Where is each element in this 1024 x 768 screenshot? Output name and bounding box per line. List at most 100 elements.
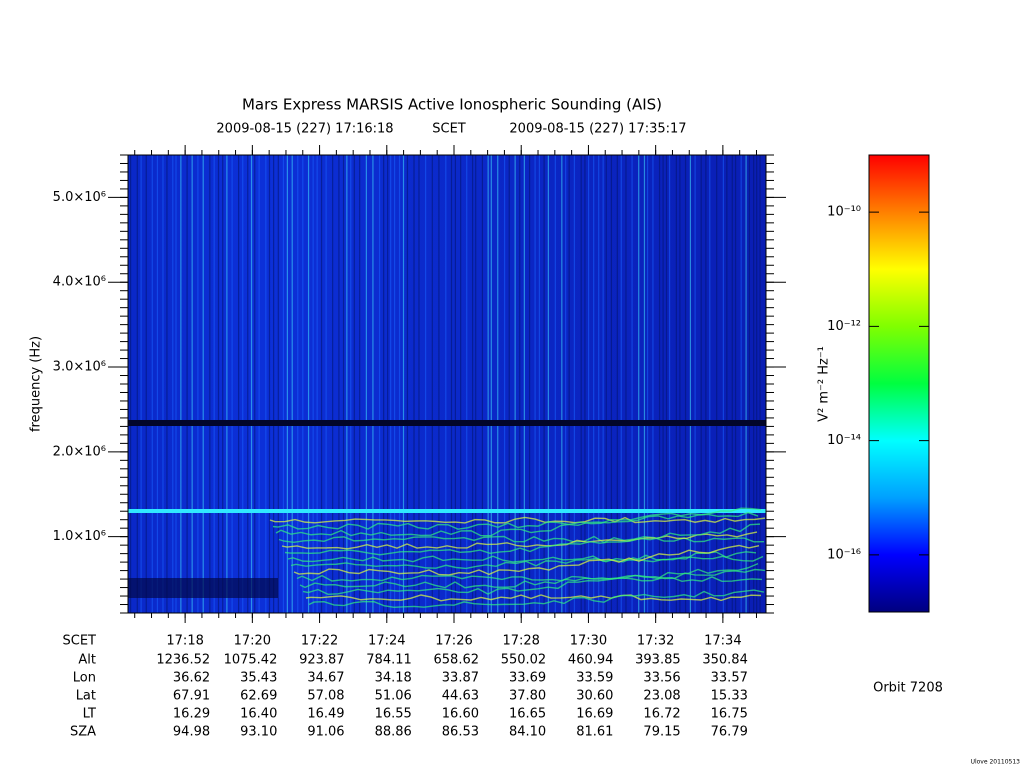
spectrogram-texture bbox=[297, 155, 299, 613]
spectrogram-texture bbox=[191, 155, 193, 613]
spectrogram-texture bbox=[658, 155, 661, 613]
ephemeris-label: SCET bbox=[63, 634, 97, 649]
ephemeris-value: 16.69 bbox=[576, 707, 613, 722]
spectrogram-texture bbox=[722, 155, 724, 613]
spectrogram-texture bbox=[605, 155, 607, 613]
spectrogram-texture bbox=[438, 155, 440, 613]
spectrogram-texture bbox=[561, 155, 563, 613]
spectrogram-texture bbox=[418, 155, 420, 613]
spectrogram-texture bbox=[616, 155, 618, 613]
ephemeris-value: 16.65 bbox=[509, 707, 546, 722]
spectrogram-texture bbox=[272, 511, 759, 530]
spectrogram-texture bbox=[573, 155, 575, 613]
spectrogram-texture bbox=[290, 551, 757, 570]
ephemeris-value: 16.72 bbox=[643, 707, 680, 722]
ephemeris-value: 44.63 bbox=[442, 689, 479, 704]
spectrogram-texture bbox=[602, 155, 604, 613]
spectrogram-texture bbox=[277, 155, 279, 613]
colorbar-tick-label: 10⁻¹⁶ bbox=[827, 547, 861, 562]
spectrogram-texture bbox=[217, 155, 220, 613]
ephemeris-value: 81.61 bbox=[576, 725, 613, 740]
ephemeris-value: 16.75 bbox=[711, 707, 748, 722]
spectrogram-texture bbox=[231, 155, 233, 613]
spectrogram-texture bbox=[387, 155, 389, 613]
spectrogram-texture bbox=[325, 155, 327, 613]
spectrogram-texture bbox=[731, 155, 733, 613]
spectrogram-texture bbox=[625, 155, 627, 613]
spectrogram-texture bbox=[490, 155, 492, 613]
ephemeris-value: 62.69 bbox=[240, 689, 277, 704]
spectrogram-texture bbox=[756, 155, 758, 613]
spectrogram-texture bbox=[222, 155, 224, 613]
spectrogram-texture bbox=[538, 155, 541, 613]
spectrogram-texture bbox=[584, 155, 586, 613]
spectrogram-texture bbox=[353, 155, 355, 613]
spectrogram-texture bbox=[172, 155, 174, 613]
spectrogram-texture bbox=[620, 155, 622, 613]
ephemeris-value: 16.29 bbox=[173, 707, 210, 722]
spectrogram-texture bbox=[238, 155, 240, 613]
time-system: SCET bbox=[432, 122, 466, 137]
ephemeris-value: 67.91 bbox=[173, 689, 210, 704]
spectrogram-texture bbox=[302, 562, 759, 596]
ephemeris-value: 33.57 bbox=[711, 671, 748, 686]
ephemeris-value: 76.79 bbox=[711, 725, 748, 740]
spectrogram-texture bbox=[748, 155, 751, 613]
spectrogram-texture bbox=[471, 155, 474, 613]
spectrogram-texture bbox=[302, 155, 304, 613]
ephemeris-value: 34.18 bbox=[375, 671, 412, 686]
spectrogram-texture bbox=[293, 544, 760, 576]
spectrogram-texture bbox=[136, 155, 138, 613]
spectrogram-texture bbox=[342, 155, 345, 613]
ephemeris-value: 34.67 bbox=[307, 671, 344, 686]
colorbar-tick-label: 10⁻¹⁴ bbox=[827, 433, 861, 448]
spectrogram-texture bbox=[275, 507, 762, 537]
spectrogram-texture bbox=[269, 516, 766, 524]
ephemeris-value: 36.62 bbox=[173, 671, 210, 686]
spectrogram-texture bbox=[425, 155, 427, 613]
ephemeris-value: 16.60 bbox=[442, 707, 479, 722]
spectrogram-texture bbox=[372, 155, 374, 613]
ephemeris-value: 393.85 bbox=[635, 653, 681, 668]
ephemeris-value: 30.60 bbox=[576, 689, 613, 704]
spectrogram-texture bbox=[684, 155, 687, 613]
x-tick-label: 17:22 bbox=[301, 634, 338, 649]
spectrogram-texture bbox=[587, 155, 590, 613]
spectrogram-texture bbox=[565, 155, 567, 613]
spectrogram-texture bbox=[273, 155, 275, 613]
spectrogram-texture bbox=[475, 155, 477, 613]
ephemeris-value: 94.98 bbox=[173, 725, 210, 740]
spectrogram-texture bbox=[638, 155, 640, 613]
spectrogram-texture bbox=[406, 155, 409, 613]
spectrogram-texture bbox=[528, 155, 531, 613]
spectrogram-texture bbox=[679, 155, 681, 613]
spectrogram-texture bbox=[393, 155, 396, 613]
start-time: 2009-08-15 (227) 17:16:18 bbox=[216, 122, 393, 137]
spectrogram-texture bbox=[675, 155, 677, 613]
spectrogram-texture bbox=[296, 574, 763, 583]
x-tick-label: 17:18 bbox=[166, 634, 203, 649]
spectrogram-texture bbox=[610, 155, 613, 613]
spectrogram-texture bbox=[753, 155, 755, 613]
spectrogram-texture bbox=[308, 589, 765, 609]
ephemeris-value: 23.08 bbox=[643, 689, 680, 704]
spectrogram-texture bbox=[378, 155, 381, 613]
x-tick-label: 17:24 bbox=[368, 634, 405, 649]
ephemeris-value: 460.94 bbox=[568, 653, 614, 668]
spectrogram-texture bbox=[580, 155, 582, 613]
spectrogram-texture bbox=[332, 155, 334, 613]
y-tick-label: 5.0×10⁶ bbox=[53, 190, 106, 205]
spectrogram-texture bbox=[497, 155, 499, 613]
spectrogram-texture bbox=[598, 155, 600, 613]
spectrogram-texture bbox=[668, 155, 671, 613]
ephemeris-value: 16.55 bbox=[375, 707, 412, 722]
spectrogram-texture bbox=[745, 155, 747, 613]
ephemeris-value: 57.08 bbox=[307, 689, 344, 704]
x-tick-label: 17:20 bbox=[234, 634, 271, 649]
spectrogram-texture bbox=[307, 155, 310, 613]
spectrogram-texture bbox=[454, 155, 456, 613]
spectrogram-texture bbox=[346, 155, 348, 613]
spectrogram-texture bbox=[460, 155, 462, 613]
chart-title: Mars Express MARSIS Active Ionospheric S… bbox=[242, 96, 662, 114]
ephemeris-value: 93.10 bbox=[240, 725, 277, 740]
